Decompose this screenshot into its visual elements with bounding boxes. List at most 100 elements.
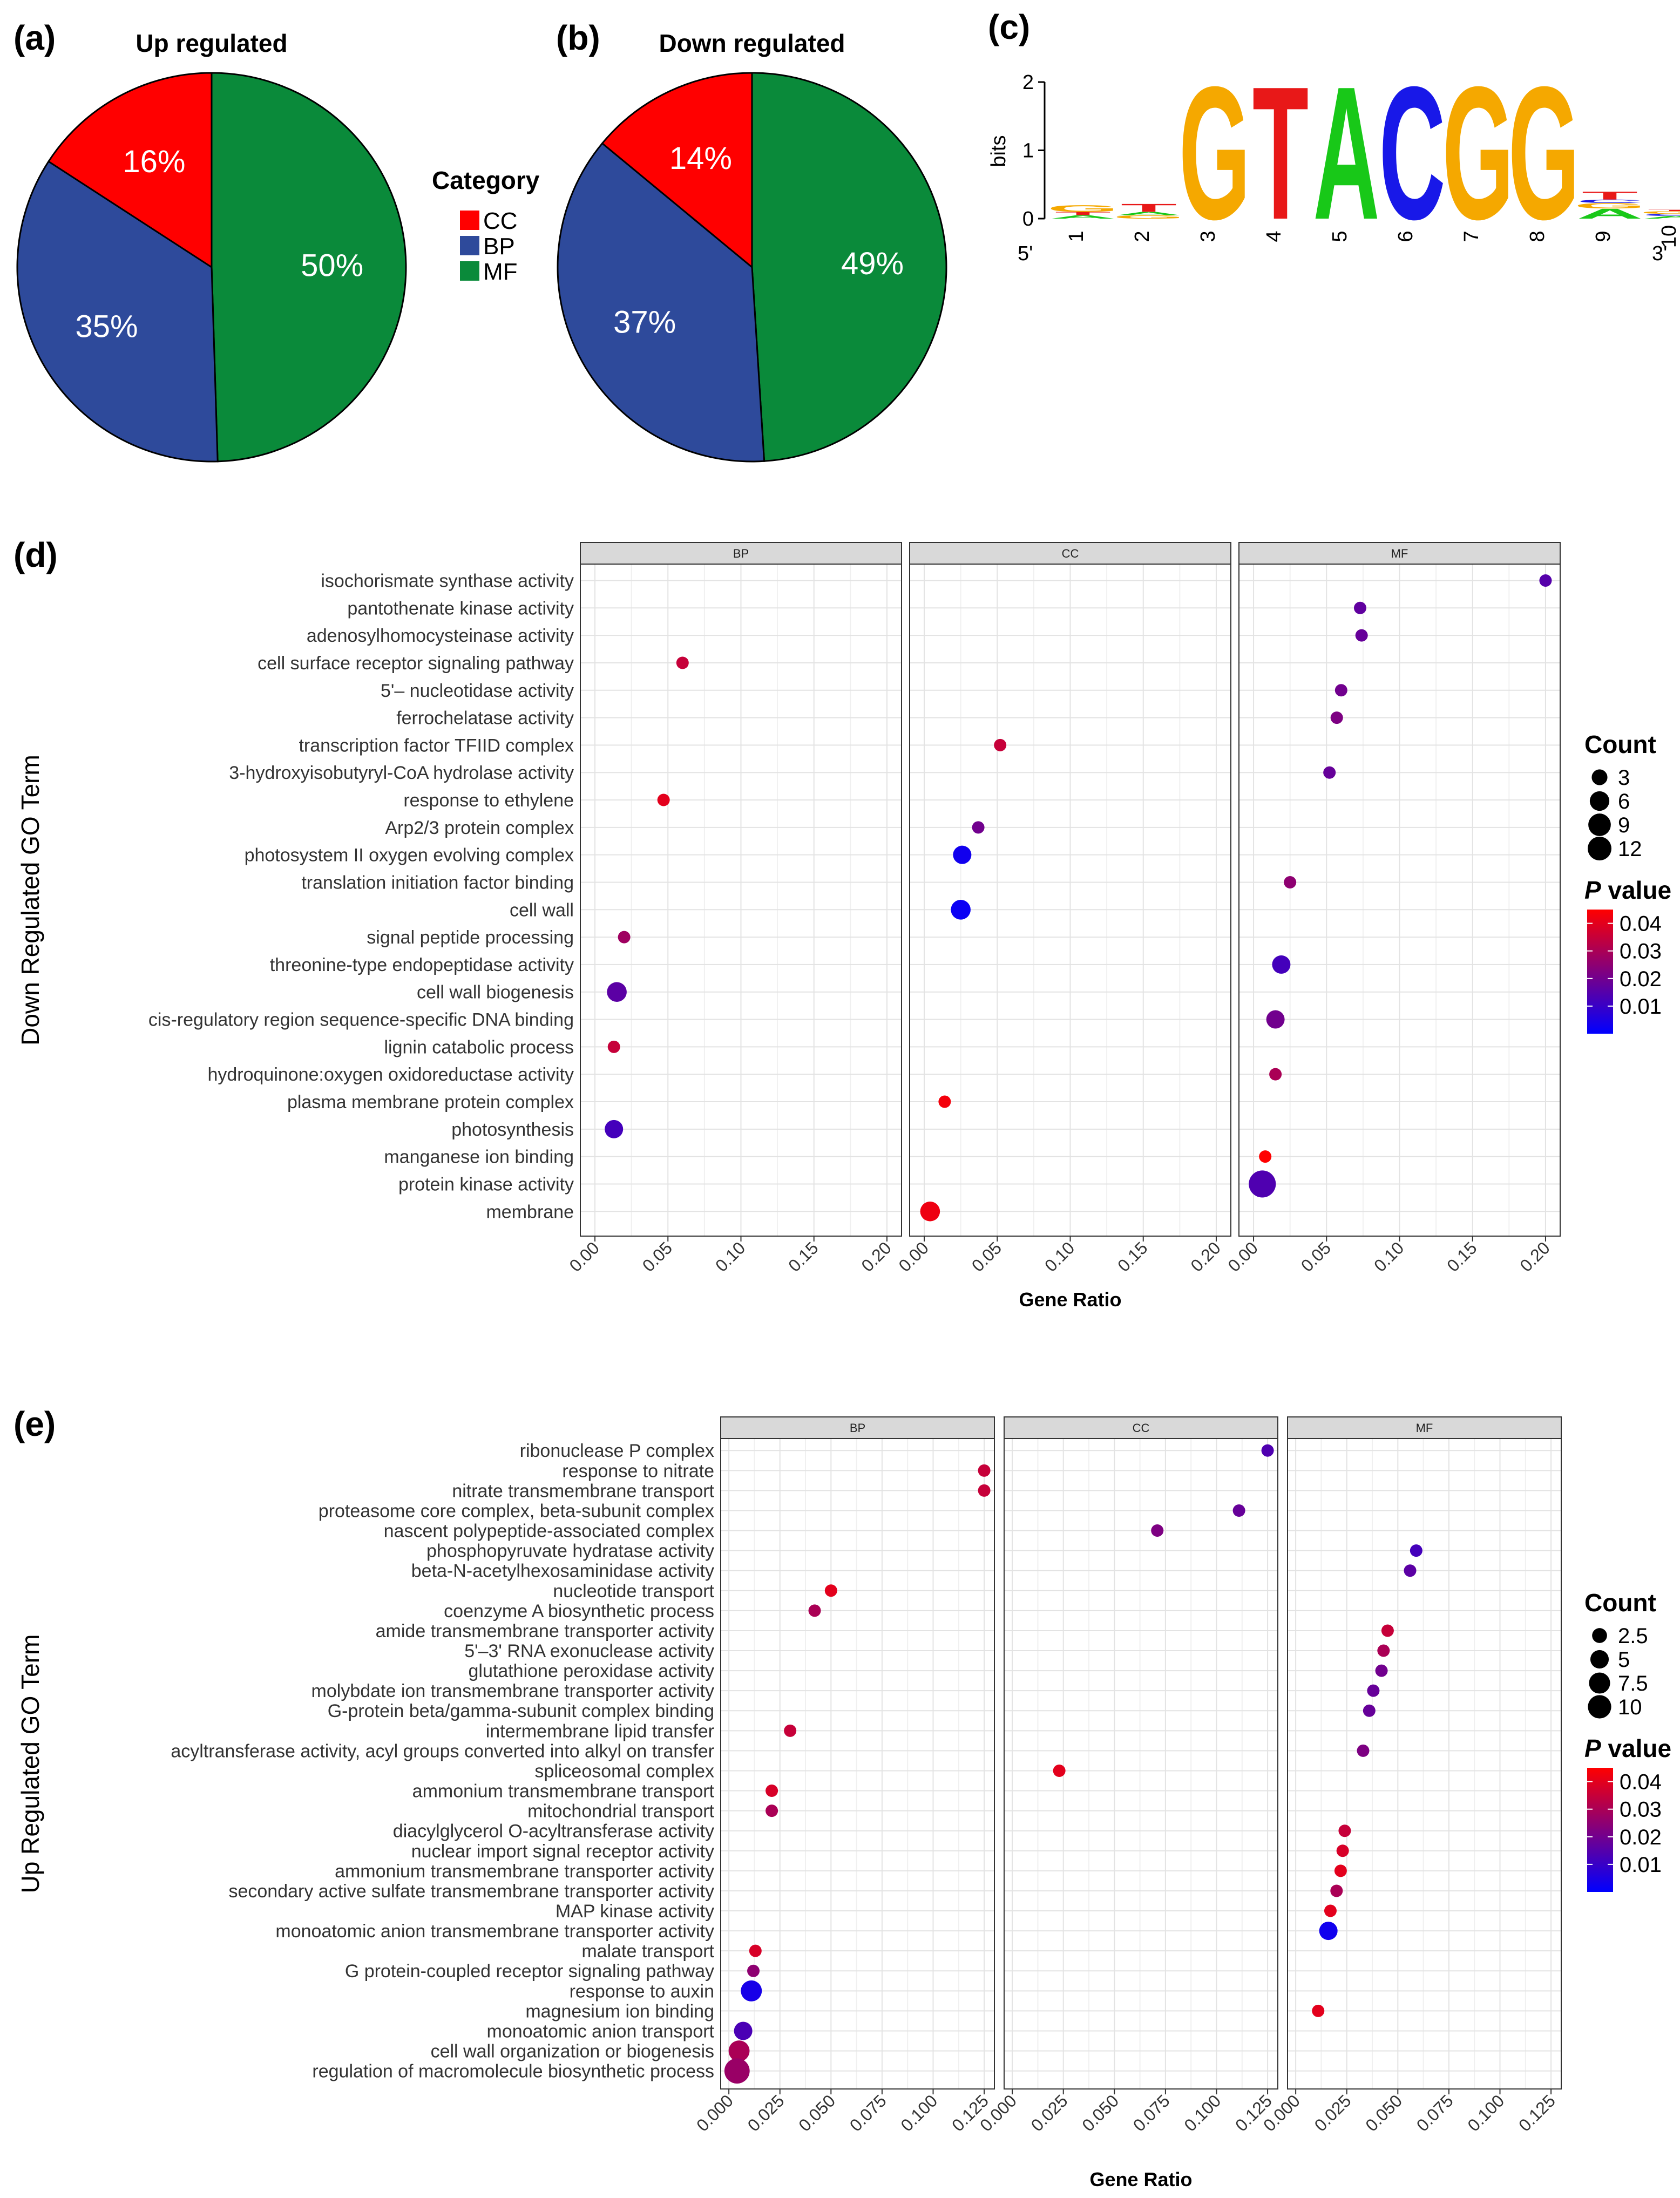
logo-letter-a: A (1642, 215, 1680, 220)
logo-position-label: 6 (1394, 230, 1417, 242)
undefined-term-label: threonine-type endopeptidase activity (270, 955, 574, 975)
logo-letter-c: C (1576, 199, 1643, 204)
undefined-point (1261, 1444, 1274, 1457)
logo-position-label: 9 (1592, 230, 1615, 242)
undefined-term-label: beta-N-acetylhexosaminidase activity (411, 1561, 714, 1582)
undefined-term-label: protein kinase activity (398, 1174, 574, 1195)
undefined-term-label: signal peptide processing (367, 927, 574, 948)
undefined-term-label: Arp2/3 protein complex (385, 818, 574, 838)
undefined-facet-strip-bp (720, 1416, 995, 1439)
logo-letter-t: T (1055, 211, 1111, 216)
pie-b-slice-cc (601, 72, 753, 269)
undefined-x-tick-label: 0.025 (744, 2091, 788, 2135)
undefined-term-label: 5'– nucleotidase activity (381, 681, 574, 701)
undefined-term-label: manganese ion binding (384, 1147, 574, 1168)
logo-letter-t: T (1121, 201, 1177, 214)
undefined-term-label: monoatomic anion transmembrane transport… (275, 1921, 714, 1942)
undefined-facet-strip-mf (1238, 542, 1561, 565)
undefined-x-tick-label: 0.00 (895, 1238, 932, 1275)
undefined-term-label: intermembrane lipid transfer (486, 1721, 714, 1741)
logo-letter-g: G (1640, 211, 1680, 215)
undefined-size-legend-label: 7.5 (1618, 1672, 1648, 1695)
pie-a-slice-label-bp: 35% (76, 309, 138, 344)
undefined-point (607, 982, 627, 1002)
undefined-term-label: ammonium transmembrane transport (412, 1781, 715, 1802)
undefined-point (938, 1095, 951, 1108)
undefined-point (1232, 1504, 1245, 1517)
logo-letter-g: G (1113, 214, 1185, 220)
logo-letter-g: G (1508, 47, 1580, 259)
undefined-color-legend-label: 0.04 (1620, 912, 1662, 936)
undefined-term-label: ammonium transmembrane transporter activ… (335, 1861, 714, 1882)
legend-swatch-bp (460, 236, 479, 255)
undefined-term-label: MAP kinase activity (556, 1901, 714, 1922)
undefined-point (1363, 1704, 1376, 1717)
legend-label-mf: MF (483, 259, 518, 285)
undefined-term-label: monoatomic anion transport (487, 2021, 715, 2041)
panel-label-e: (e) (13, 1405, 56, 1443)
undefined-term-label: nitrate transmembrane transport (452, 1481, 714, 1501)
logo-y-tick-label: 1 (1022, 140, 1034, 162)
undefined-term-label: photosystem II oxygen evolving complex (245, 845, 574, 866)
undefined-color-legend-title: P value (1584, 1734, 1671, 1762)
undefined-term-label: 3-hydroxyisobutyryl-CoA hydrolase activi… (229, 763, 574, 783)
undefined-size-legend-label: 6 (1618, 790, 1630, 813)
undefined-facet-label-mf: MF (1416, 1421, 1433, 1435)
undefined-x-tick-label: 0.125 (1515, 2091, 1559, 2135)
logo-letter-t: T (1648, 209, 1680, 212)
logo-position-label: 8 (1526, 230, 1549, 242)
undefined-term-label: glutathione peroxidase activity (469, 1661, 715, 1681)
undefined-term-label: cell surface receptor signaling pathway (258, 653, 574, 674)
undefined-point (766, 1804, 778, 1817)
undefined-point (766, 1785, 778, 1797)
undefined-point (734, 2021, 753, 2040)
pie-a-slice-bp (16, 160, 219, 463)
legend-swatch-mf (460, 261, 479, 281)
undefined-facet-strip-cc (909, 542, 1231, 565)
undefined-point (1357, 1744, 1370, 1757)
undefined-x-tick-label: 0.00 (1224, 1238, 1261, 1275)
undefined-term-label: hydroquinone:oxygen oxidoreductase activ… (207, 1064, 574, 1085)
undefined-term-label: nuclear import signal receptor activity (411, 1841, 714, 1862)
undefined-term-label: plasma membrane protein complex (287, 1092, 574, 1112)
undefined-point (1334, 1864, 1347, 1877)
undefined-point (1539, 574, 1552, 587)
undefined-term-label: ribonuclease P complex (520, 1441, 714, 1461)
undefined-point (920, 1201, 940, 1222)
logo-y-axis-title: bits (987, 135, 1010, 167)
undefined-point (1381, 1624, 1394, 1637)
undefined-point (1284, 876, 1297, 888)
undefined-x-tick-label: 0.025 (1027, 2091, 1072, 2135)
undefined-point (1269, 1068, 1282, 1081)
undefined-size-legend-dot (1589, 791, 1610, 811)
panel-label-d: (d) (13, 535, 58, 574)
undefined-point (1272, 955, 1291, 974)
undefined-x-tick-label: 0.15 (1443, 1238, 1480, 1275)
undefined-color-legend-label: 0.02 (1620, 967, 1662, 991)
logo-position-label: 3 (1197, 230, 1220, 242)
undefined-term-label: magnesium ion binding (525, 2001, 714, 2021)
undefined-point (1324, 1904, 1337, 1917)
legend-label-bp: BP (483, 233, 515, 260)
undefined-point (1377, 1644, 1390, 1657)
undefined-x-tick-label: 0.05 (639, 1238, 676, 1275)
logo-position-label: 1 (1065, 230, 1088, 242)
logo-letter-c: C (1379, 47, 1445, 259)
undefined-x-tick-label: 0.100 (1180, 2091, 1224, 2135)
undefined-facet-strip-mf (1287, 1416, 1562, 1439)
undefined-size-legend-label: 9 (1618, 813, 1630, 837)
logo-letter-g: G (1442, 47, 1514, 259)
undefined-size-legend-title: Count (1584, 1589, 1656, 1617)
undefined-color-legend-label: 0.04 (1620, 1770, 1662, 1794)
logo-letter-a: A (1313, 47, 1379, 259)
logo-letter-a: A (1115, 211, 1182, 216)
undefined-term-label: amide transmembrane transporter activity (376, 1621, 714, 1641)
undefined-size-legend-dot (1588, 1695, 1611, 1719)
undefined-point (1355, 629, 1368, 642)
undefined-panel-border-bp (720, 1438, 995, 2090)
undefined-term-label: regulation of macromolecule biosynthetic… (312, 2061, 714, 2082)
undefined-x-tick-label: 0.100 (1464, 2091, 1508, 2135)
undefined-size-legend-title: Count (1584, 730, 1656, 758)
undefined-x-tick-label: 0.100 (897, 2091, 941, 2135)
